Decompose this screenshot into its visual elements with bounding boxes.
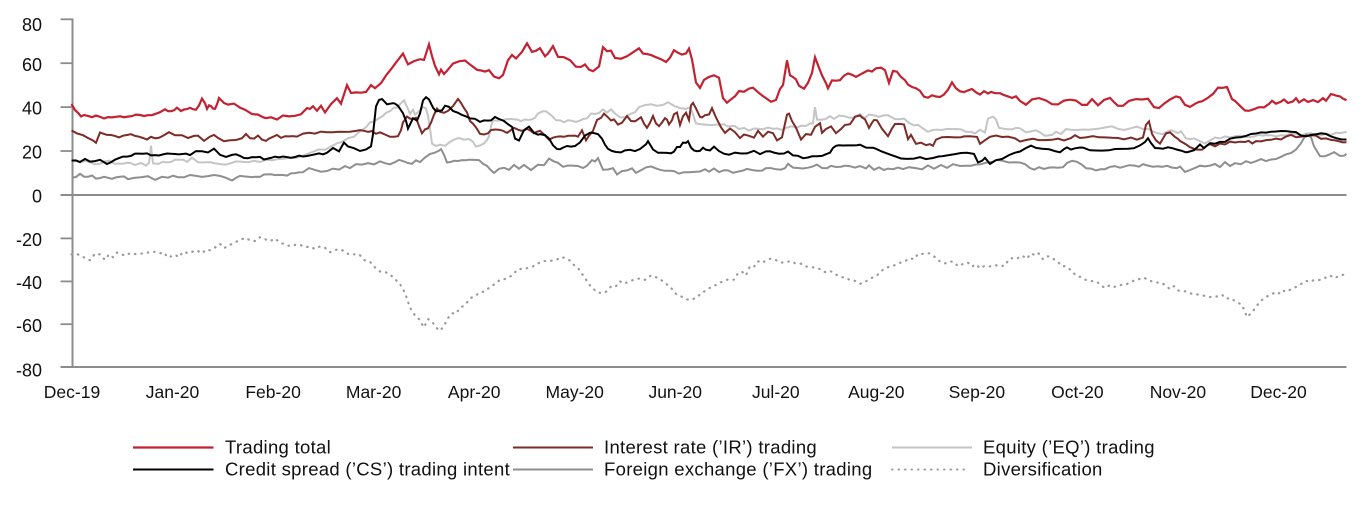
svg-text:Aug-20: Aug-20 (848, 382, 905, 402)
svg-text:Nov-20: Nov-20 (1150, 382, 1207, 402)
svg-text:20: 20 (22, 143, 42, 163)
svg-text:Diversification: Diversification (983, 458, 1103, 479)
svg-text:Apr-20: Apr-20 (448, 382, 501, 402)
svg-text:40: 40 (22, 99, 42, 119)
svg-text:Mar-20: Mar-20 (346, 382, 402, 402)
svg-text:-80: -80 (16, 360, 42, 380)
svg-text:Sep-20: Sep-20 (949, 382, 1006, 402)
svg-text:Jun-20: Jun-20 (648, 382, 702, 402)
svg-text:80: 80 (22, 15, 42, 35)
svg-text:Feb-20: Feb-20 (245, 382, 301, 402)
svg-text:Oct-20: Oct-20 (1051, 382, 1104, 402)
svg-text:-60: -60 (16, 316, 42, 336)
svg-text:-20: -20 (16, 230, 42, 250)
svg-text:-40: -40 (16, 273, 42, 293)
svg-text:Jan-20: Jan-20 (146, 382, 200, 402)
svg-text:Trading total: Trading total (225, 436, 331, 457)
svg-text:Equity (’EQ’) trading: Equity (’EQ’) trading (983, 436, 1155, 457)
svg-text:0: 0 (32, 186, 42, 206)
svg-text:Dec-19: Dec-19 (44, 382, 100, 402)
svg-text:Credit spread (’CS’) trading i: Credit spread (’CS’) trading intent (225, 458, 510, 479)
svg-text:Interest rate (’IR’) trading: Interest rate (’IR’) trading (604, 436, 817, 457)
svg-text:Dec-20: Dec-20 (1250, 382, 1307, 402)
svg-text:Foreign exchange (’FX’) tradin: Foreign exchange (’FX’) trading (604, 458, 872, 479)
svg-text:Jul-20: Jul-20 (752, 382, 800, 402)
svg-text:May-20: May-20 (546, 382, 605, 402)
svg-text:60: 60 (22, 55, 42, 75)
